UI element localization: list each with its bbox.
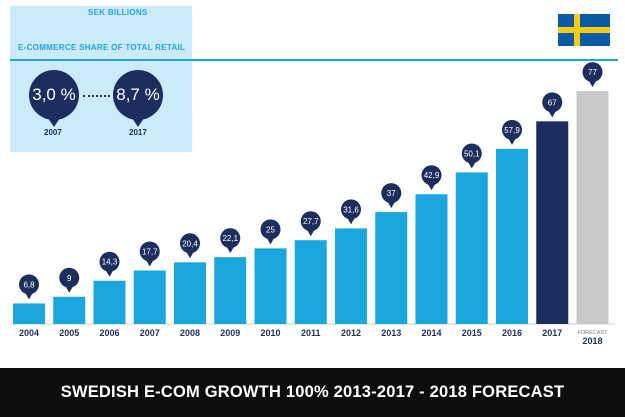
bar-2008 xyxy=(174,262,206,324)
data-label-bubble-2010 xyxy=(260,219,281,240)
tick-label-2005: 2005 xyxy=(59,328,79,338)
data-label-2005: 9 xyxy=(67,274,72,283)
sweden-flag-icon xyxy=(558,14,610,46)
bar-2016 xyxy=(496,148,528,324)
data-label-bubble-2017 xyxy=(542,92,563,113)
data-label-bubble-2006 xyxy=(99,251,120,272)
bar-2017 xyxy=(536,121,569,324)
bar-2015 xyxy=(455,172,488,324)
tick-label-2015: 2015 xyxy=(462,328,482,338)
data-label-2009: 22,1 xyxy=(222,234,238,243)
tick-label-2012: 2012 xyxy=(341,328,361,338)
data-label-bubble-2014 xyxy=(421,165,442,186)
bar-chart: 6,8 2004 9 2005 14,3 2006 17,7 2007 20,4 2008 22,1… xyxy=(10,62,615,346)
data-label-bubble-2007 xyxy=(139,241,160,262)
data-label-bubble-2012 xyxy=(341,199,361,220)
tick-label-2016: 2016 xyxy=(502,328,522,338)
data-label-bubble-2008 xyxy=(180,233,200,254)
data-label-2017: 67 xyxy=(548,98,557,107)
bar-2013 xyxy=(375,212,408,324)
tick-label-2014: 2014 xyxy=(421,328,441,338)
data-label-2013: 37 xyxy=(387,189,396,198)
data-label-2016: 57,9 xyxy=(504,126,520,135)
tick-label-2011: 2011 xyxy=(301,328,321,338)
bar-2014 xyxy=(415,194,448,324)
data-label-2011: 27,7 xyxy=(303,217,319,226)
bar-2006 xyxy=(93,280,126,324)
share-label: E-COMMERCE SHARE OF TOTAL RETAIL xyxy=(18,43,186,52)
data-label-bubble-2018 xyxy=(582,62,603,83)
bar-2005 xyxy=(53,296,86,324)
share-2017-year: 2017 xyxy=(129,128,147,137)
bar-2004 xyxy=(13,303,45,324)
data-label-2014: 42,9 xyxy=(424,171,440,180)
footer-caption: SWEDISH E-COM GROWTH 100% 2013-2017 - 20… xyxy=(0,368,625,417)
data-label-2004: 6,8 xyxy=(23,280,35,289)
bar-2011 xyxy=(294,240,327,324)
data-label-2012: 31,6 xyxy=(343,205,359,214)
data-label-2015: 50,1 xyxy=(464,149,480,158)
bar-2010 xyxy=(254,248,287,324)
bar-2009 xyxy=(214,257,247,324)
data-label-2008: 20,4 xyxy=(182,239,198,248)
tick-label-2017: 2017 xyxy=(542,328,562,338)
bar-2018 xyxy=(576,91,609,324)
data-label-bubble-2011 xyxy=(300,211,321,232)
share-2017-bubble: 8,7 % xyxy=(113,70,163,127)
data-label-bubble-2009 xyxy=(220,228,241,249)
data-label-bubble-2013 xyxy=(381,183,402,204)
bar-2007 xyxy=(133,270,166,324)
share-2007-year: 2007 xyxy=(44,128,62,137)
tick-label-2009: 2009 xyxy=(220,328,240,338)
data-label-2006: 14,3 xyxy=(102,258,118,267)
forecast-label: FORECAST xyxy=(578,330,609,336)
bar-2012 xyxy=(335,228,367,324)
tick-label-2013: 2013 xyxy=(381,328,401,338)
tick-label-2007: 2007 xyxy=(140,328,160,338)
tick-label-2018: 2018 xyxy=(582,336,602,346)
share-2007-bubble: 3,0 % xyxy=(29,70,79,127)
tick-label-2008: 2008 xyxy=(180,328,200,338)
data-label-bubble-2016 xyxy=(502,119,522,140)
data-label-bubble-2004 xyxy=(19,274,39,295)
data-label-2007: 17,7 xyxy=(142,247,158,256)
tick-label-2006: 2006 xyxy=(99,328,119,338)
data-label-bubble-2015 xyxy=(461,143,482,164)
unit-label: SEK BILLIONS xyxy=(88,8,148,17)
dotted-connector xyxy=(83,95,110,97)
data-label-bubble-2005 xyxy=(59,267,80,288)
data-label-2018: 77 xyxy=(588,68,597,77)
divider-line xyxy=(10,59,618,61)
data-label-2010: 25 xyxy=(266,225,275,234)
tick-label-2004: 2004 xyxy=(19,328,39,338)
tick-label-2010: 2010 xyxy=(260,328,280,338)
